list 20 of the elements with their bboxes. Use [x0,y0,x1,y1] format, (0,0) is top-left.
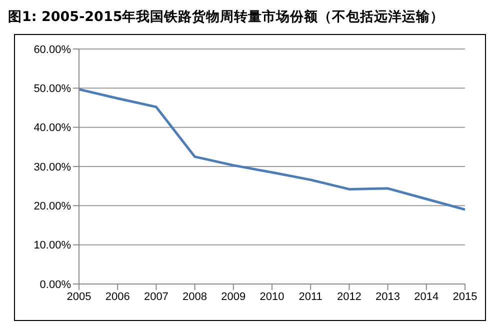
x-tick-label: 2005 [66,290,92,303]
y-tick-label: 20.00% [34,200,72,213]
y-tick-label: 50.00% [34,83,72,96]
y-tick-label: 40.00% [34,122,72,134]
y-tick-label: 30.00% [34,161,72,174]
chart-title: 图1: 2005-2015年我国铁路货物周转量市场份额（不包括远洋运输） [8,8,446,27]
y-tick-label: 10.00% [34,240,72,252]
y-tick-label: 60.00% [34,44,72,56]
x-tick-label: 2014 [414,290,439,303]
x-tick-label: 2011 [298,290,322,303]
x-tick-label: 2010 [260,290,284,303]
x-tick-label: 2006 [105,290,130,303]
x-tick-label: 2013 [376,290,400,303]
x-tick-label: 2015 [452,290,478,303]
line-series [78,88,466,211]
x-tick-label: 2007 [144,290,168,303]
x-tick-label: 2008 [182,290,208,303]
y-tick-label: 0.00% [40,278,72,291]
x-tick-label: 2012 [336,290,362,303]
x-tick-label: 2009 [221,290,246,303]
